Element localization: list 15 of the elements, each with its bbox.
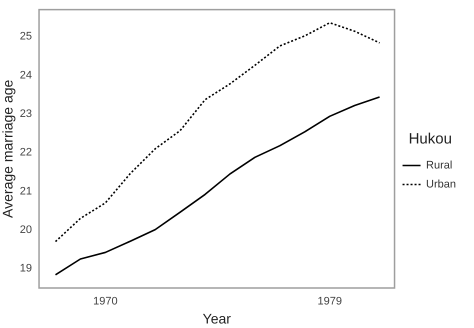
y-tick-label: 24 xyxy=(20,69,32,82)
y-axis-title: Average marriage age xyxy=(0,79,16,218)
x-tick-label: 1979 xyxy=(317,296,342,308)
legend-label: Urban xyxy=(426,178,456,191)
y-tick-label: 23 xyxy=(20,108,32,120)
y-tick-label: 21 xyxy=(20,185,32,198)
legend-title: Hukou xyxy=(408,130,452,148)
y-tick-label: 25 xyxy=(20,30,32,43)
y-tick-label: 19 xyxy=(20,262,32,275)
line-series xyxy=(54,22,380,242)
x-axis-title: Year xyxy=(202,310,232,326)
legend-label: Rural xyxy=(426,160,452,172)
y-tick-label: 20 xyxy=(20,224,32,236)
x-tick-label: 1970 xyxy=(93,296,118,308)
y-tick-label: 22 xyxy=(20,146,32,159)
